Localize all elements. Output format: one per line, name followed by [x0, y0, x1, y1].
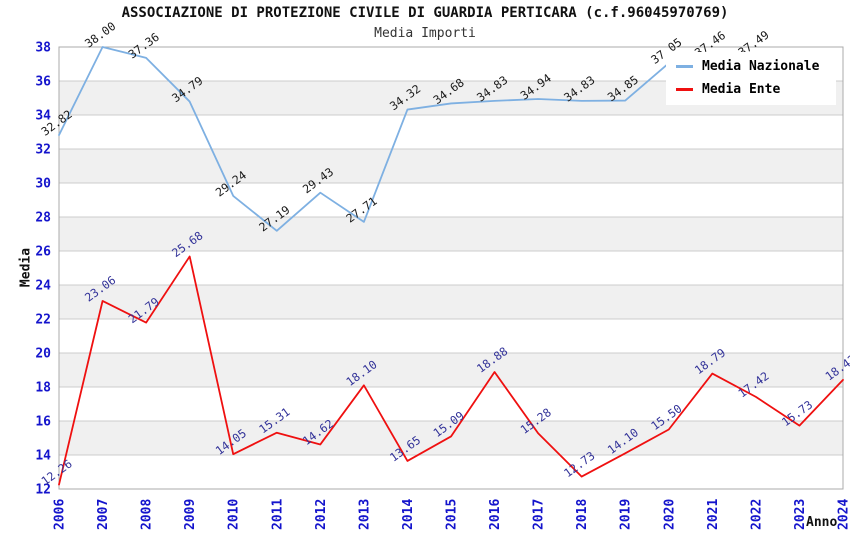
x-tick-label: 2019: [619, 499, 634, 530]
y-tick-label: 14: [35, 449, 51, 464]
y-tick-label: 30: [35, 177, 51, 192]
x-tick-label: 2014: [401, 499, 416, 530]
legend-item-media-ente: Media Ente: [676, 82, 826, 97]
legend-swatch-media-ente-icon: [676, 88, 693, 91]
x-axis-title: Anno: [806, 515, 838, 530]
chart-subtitle: Media Importi: [374, 26, 476, 41]
x-tick-label: 2016: [488, 499, 503, 530]
legend-item-media-nazionale: Media Nazionale: [676, 59, 826, 74]
x-tick-label: 2022: [749, 499, 764, 530]
grid-band: [59, 421, 843, 455]
y-tick-label: 18: [35, 381, 51, 396]
y-tick-label: 38: [35, 41, 51, 56]
x-tick-label: 2018: [575, 499, 590, 530]
y-tick-label: 34: [35, 109, 51, 124]
x-tick-label: 2021: [706, 499, 721, 530]
series-line: [58, 46, 757, 232]
x-tick-label: 2010: [227, 499, 242, 530]
plot-border: [58, 46, 844, 490]
x-tick-label: 2006: [53, 499, 68, 530]
y-tick-label: 16: [35, 415, 51, 430]
x-tick-label: 2011: [270, 499, 285, 530]
x-tick-label: 2013: [357, 499, 372, 530]
legend-label-media-ente: Media Ente: [702, 82, 781, 97]
grid-band: [59, 285, 843, 319]
x-tick-label: 2024: [837, 499, 850, 530]
x-tick-label: 2023: [793, 499, 808, 530]
x-tick-label: 2012: [314, 499, 329, 530]
x-tick-label: 2007: [96, 499, 111, 530]
y-tick-label: 26: [35, 245, 51, 260]
y-tick-label: 22: [35, 313, 51, 328]
x-tick-label: 2015: [445, 499, 460, 530]
y-tick-label: 12: [35, 483, 51, 498]
grid-band: [59, 217, 843, 251]
legend: Media Nazionale Media Ente: [666, 52, 836, 105]
y-tick-label: 36: [35, 75, 51, 90]
y-tick-label: 32: [35, 143, 51, 158]
x-tick-label: 2009: [183, 499, 198, 530]
legend-swatch-media-nazionale-icon: [676, 65, 693, 68]
y-tick-label: 24: [35, 279, 51, 294]
x-tick-label: 2020: [662, 499, 677, 530]
chart-title: ASSOCIAZIONE DI PROTEZIONE CIVILE DI GUA…: [121, 5, 729, 21]
grid-band: [59, 353, 843, 387]
data-point-label: 38.00: [82, 19, 118, 51]
x-tick-label: 2008: [140, 499, 155, 530]
y-tick-label: 20: [35, 347, 51, 362]
x-tick-label: 2017: [532, 499, 547, 530]
series-line: [58, 255, 844, 486]
grid-band: [59, 149, 843, 183]
legend-label-media-nazionale: Media Nazionale: [702, 59, 820, 74]
y-tick-label: 28: [35, 211, 51, 226]
